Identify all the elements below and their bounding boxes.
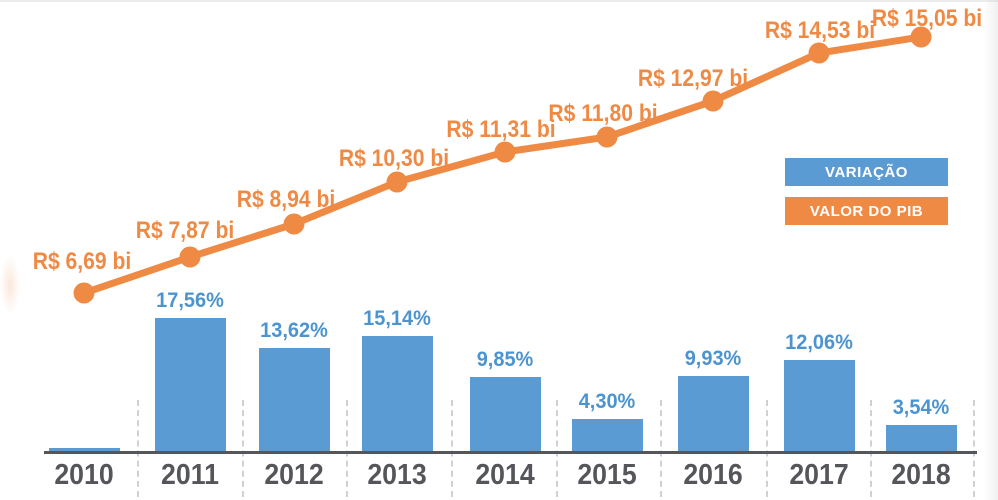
x-axis-baseline [44, 451, 977, 454]
bar-value-label-2012: 13,62% [260, 319, 328, 342]
bar-2011 [154, 318, 226, 452]
x-axis-label-2015: 2015 [577, 459, 637, 491]
bar-2017 [783, 360, 855, 452]
legend-valor-do-pib-label: VALOR DO PIB [809, 202, 924, 220]
x-axis-label-2010: 2010 [54, 459, 114, 491]
line-point-2014 [494, 141, 516, 163]
bar-value-label-2014: 9,85% [476, 348, 534, 371]
pib-value-label-2011: R$ 7,87 bi [135, 217, 235, 244]
line-point-2017 [808, 42, 830, 64]
grid-separator [660, 400, 662, 497]
x-axis-label-2011: 2011 [161, 459, 219, 491]
bar-2014 [469, 377, 541, 452]
x-axis-label-2012: 2012 [264, 459, 324, 491]
bar-2010 [48, 448, 120, 452]
bar-2016 [677, 376, 749, 452]
bar-2018 [885, 425, 957, 452]
line-point-2015 [596, 126, 618, 148]
top-edge-artifact [0, 0, 998, 2]
left-edge-artifact [0, 255, 20, 315]
x-axis-label-2014: 2014 [475, 459, 535, 491]
pib-value-label-2012: R$ 8,94 bi [236, 186, 336, 213]
pib-value-label-2017: R$ 14,53 bi [764, 17, 876, 44]
bar-value-label-2016: 9,93% [684, 347, 742, 370]
pib-value-label-2018: R$ 15,05 bi [871, 5, 983, 32]
line-point-2012 [283, 213, 305, 235]
x-axis-label-2013: 2013 [367, 459, 427, 491]
bar-2012 [258, 348, 330, 452]
bar-2013 [361, 336, 433, 452]
bar-value-label-2017: 12,06% [785, 331, 853, 354]
right-edge-artifact [984, 0, 998, 500]
grid-separator [451, 400, 453, 497]
line-point-2011 [179, 246, 201, 268]
legend-item-valor-do-pib: VALOR DO PIB [785, 197, 948, 225]
line-point-2010 [73, 282, 95, 304]
grid-separator [242, 400, 244, 497]
pib-value-label-2013: R$ 10,30 bi [338, 145, 450, 172]
pib-value-label-2014: R$ 11,31 bi [446, 116, 556, 143]
grid-separator [973, 400, 975, 497]
pib-value-label-2010: R$ 6,69 bi [32, 248, 132, 275]
bar-2015 [571, 419, 643, 452]
bar-value-label-2018: 3,54% [892, 396, 950, 419]
grid-separator [766, 400, 768, 497]
bar-value-label-2015: 4,30% [578, 390, 636, 413]
grid-separator [346, 400, 348, 497]
x-axis-label-2017: 2017 [789, 459, 849, 491]
x-axis-label-2018: 2018 [891, 459, 951, 491]
grid-separator [137, 400, 139, 497]
legend: VARIAÇÃO VALOR DO PIB [785, 158, 948, 236]
pib-value-label-2015: R$ 11,80 bi [548, 100, 658, 127]
legend-item-variacao: VARIAÇÃO [785, 158, 948, 186]
line-point-2013 [386, 171, 408, 193]
pib-value-label-2016: R$ 12,97 bi [637, 65, 749, 92]
x-axis-label-2016: 2016 [683, 459, 743, 491]
grid-separator [556, 400, 558, 497]
grid-separator [870, 400, 872, 497]
bar-value-label-2011: 17,56% [156, 289, 224, 312]
line-point-2016 [702, 90, 724, 112]
bar-value-label-2013: 15,14% [363, 307, 431, 330]
legend-variacao-label: VARIAÇÃO [825, 163, 908, 181]
